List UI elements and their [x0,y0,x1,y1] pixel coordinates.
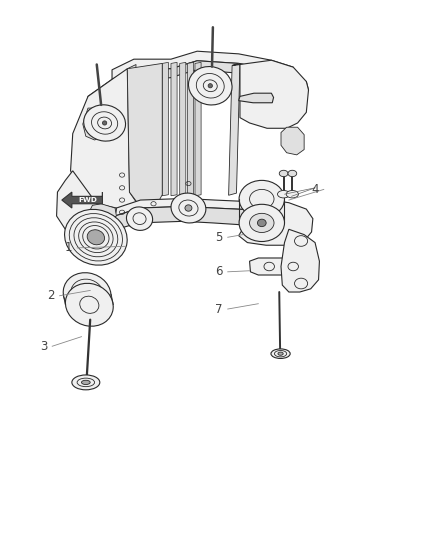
Text: 6: 6 [215,265,223,278]
Ellipse shape [239,180,285,217]
Ellipse shape [64,209,127,265]
Polygon shape [281,127,304,155]
Text: 7: 7 [215,303,223,316]
Polygon shape [111,61,291,88]
Ellipse shape [258,219,266,227]
Ellipse shape [185,205,192,211]
Polygon shape [88,79,112,108]
Ellipse shape [271,349,290,359]
Ellipse shape [127,207,152,230]
Ellipse shape [65,284,113,326]
Polygon shape [57,171,117,237]
Polygon shape [180,62,186,196]
Polygon shape [239,93,274,103]
Ellipse shape [208,84,212,88]
Ellipse shape [83,290,92,298]
Polygon shape [71,69,149,229]
Text: 5: 5 [215,231,223,244]
Polygon shape [121,64,136,196]
Text: FWD: FWD [78,197,97,203]
Polygon shape [113,206,265,230]
Ellipse shape [288,170,297,176]
Ellipse shape [84,105,126,141]
Polygon shape [88,204,117,223]
Text: 3: 3 [40,340,47,353]
Text: 1: 1 [65,241,72,254]
Polygon shape [250,258,305,275]
Polygon shape [112,51,293,79]
Ellipse shape [171,193,206,223]
Polygon shape [187,62,194,196]
Text: 4: 4 [311,183,319,196]
Ellipse shape [278,352,283,356]
Ellipse shape [87,230,105,245]
Ellipse shape [278,190,290,198]
Polygon shape [239,200,313,245]
Ellipse shape [239,204,285,241]
Polygon shape [195,62,201,196]
Ellipse shape [250,213,274,232]
Ellipse shape [188,67,232,105]
Polygon shape [291,76,308,93]
Ellipse shape [279,170,288,176]
Polygon shape [232,60,308,128]
Polygon shape [127,63,162,219]
Polygon shape [281,229,319,292]
Ellipse shape [72,375,100,390]
Ellipse shape [63,273,111,316]
Polygon shape [62,192,102,208]
Polygon shape [162,62,168,196]
Text: 2: 2 [47,289,55,302]
Ellipse shape [102,121,107,125]
Ellipse shape [81,380,90,384]
Ellipse shape [286,190,298,198]
Polygon shape [171,62,177,196]
Polygon shape [83,108,106,140]
Polygon shape [229,63,240,195]
Polygon shape [115,198,267,216]
